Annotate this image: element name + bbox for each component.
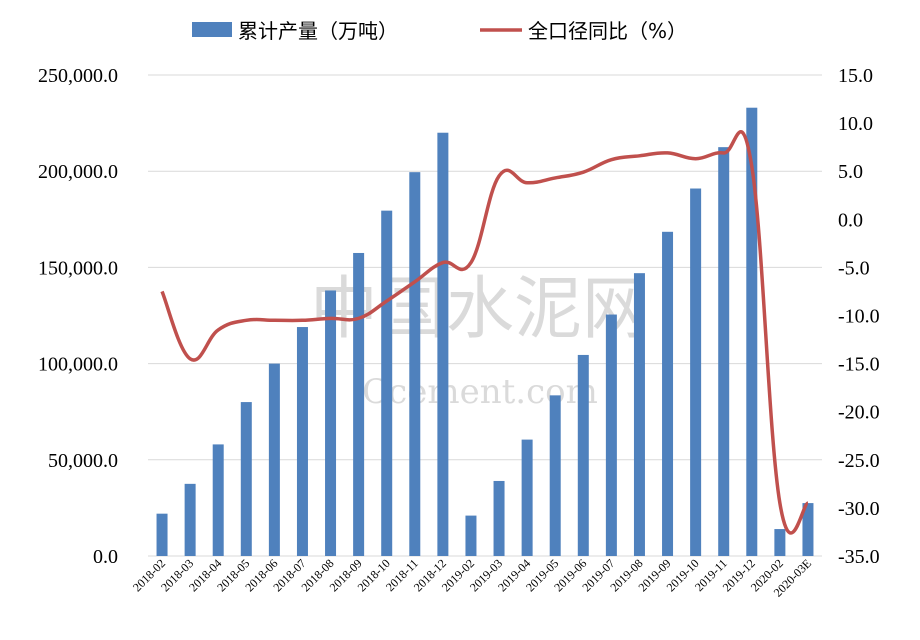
- y-axis-left: 0.0 50,000.0 100,000.0 150,000.0 200,000.0 25…: [38, 65, 118, 568]
- bar: [746, 107, 758, 556]
- y-right-tick-label: -10.0: [838, 306, 880, 328]
- y-right-tick-label: 5.0: [838, 161, 863, 183]
- bar: [325, 290, 337, 556]
- gridlines: [148, 74, 822, 557]
- bar: [465, 515, 477, 556]
- legend-line-label: 全口径同比（%）: [528, 19, 687, 43]
- watermark-cn: 中国水泥网: [310, 270, 650, 349]
- bar: [437, 132, 449, 556]
- bar: [156, 513, 168, 556]
- y-right-tick-label: -30.0: [838, 498, 880, 520]
- watermark-en: Ccement.com: [362, 372, 598, 412]
- y-right-tick-label: -15.0: [838, 354, 880, 376]
- bar: [381, 210, 393, 556]
- y-axis-right: -35.0 -30.0 -25.0 -20.0 -15.0 -10.0 -5.0 0.0 5.0…: [838, 65, 880, 568]
- bar: [240, 402, 252, 556]
- y-right-tick-label: -35.0: [838, 546, 880, 568]
- y-left-tick-label: 0.0: [93, 546, 118, 568]
- y-left-tick-label: 50,000.0: [48, 450, 118, 472]
- bar: [493, 480, 505, 556]
- bar: [662, 231, 674, 556]
- y-right-tick-label: -20.0: [838, 402, 880, 424]
- bar: [409, 172, 421, 557]
- bar: [774, 529, 786, 556]
- bar-series: [156, 107, 814, 557]
- bar: [718, 147, 730, 556]
- bar: [353, 252, 365, 556]
- bar: [802, 503, 814, 556]
- bar: [549, 395, 561, 556]
- watermark: 中国水泥网 Ccement.com: [310, 270, 650, 412]
- bar: [521, 439, 533, 556]
- y-right-tick-label: -5.0: [838, 257, 870, 279]
- legend: 累计产量（万吨） 全口径同比（%）: [192, 19, 687, 43]
- y-left-tick-label: 250,000.0: [38, 65, 118, 87]
- y-left-tick-label: 150,000.0: [38, 257, 118, 279]
- bar: [268, 363, 280, 556]
- legend-bar-label: 累计产量（万吨）: [238, 19, 398, 43]
- bar: [605, 314, 617, 556]
- y-right-tick-label: 10.0: [838, 113, 873, 135]
- bar: [296, 327, 308, 556]
- y-right-tick-label: 15.0: [838, 65, 873, 87]
- x-axis: 2018-022018-032018-042018-052018-062018-…: [130, 556, 814, 599]
- yoy-line: [160, 130, 810, 535]
- bar: [690, 188, 702, 557]
- y-left-tick-label: 100,000.0: [38, 354, 118, 376]
- y-right-tick-label: 0.0: [838, 209, 863, 231]
- y-left-tick-label: 200,000.0: [38, 161, 118, 183]
- bar: [577, 354, 589, 556]
- bar: [184, 483, 196, 556]
- line-series: [160, 130, 810, 535]
- y-right-tick-label: -25.0: [838, 450, 880, 472]
- legend-bar-swatch: [192, 22, 232, 37]
- bar: [633, 273, 645, 556]
- bar: [212, 444, 224, 556]
